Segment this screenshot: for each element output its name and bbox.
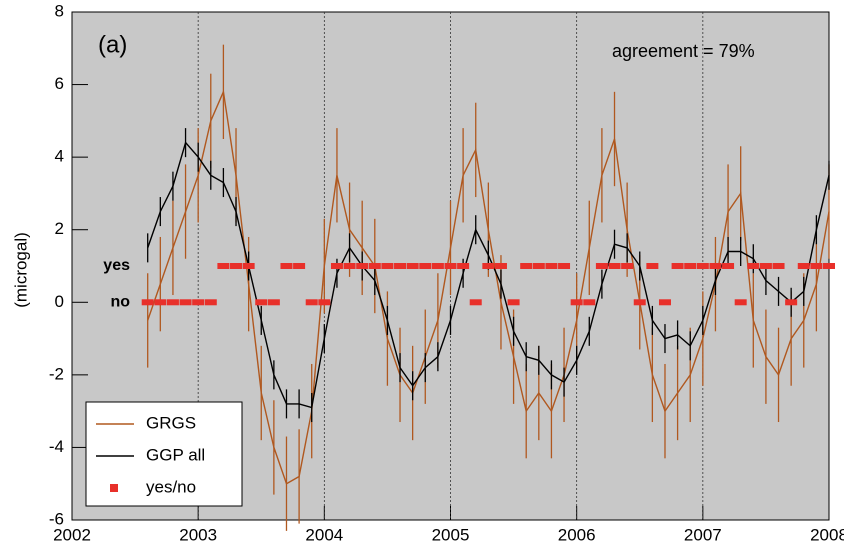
state-marker: [734, 299, 747, 306]
y-tick-label: 6: [55, 74, 64, 93]
state-marker: [406, 263, 419, 269]
state-marker: [457, 263, 470, 269]
state-marker: [621, 263, 634, 269]
x-tick-label: 2008: [810, 525, 844, 544]
state-marker: [255, 299, 268, 306]
state-marker: [179, 299, 192, 306]
state-marker: [394, 263, 407, 269]
y-tick-label: 4: [55, 147, 64, 166]
state-marker: [204, 299, 217, 306]
state-marker: [696, 263, 709, 269]
y-tick-label: 2: [55, 219, 64, 238]
y-tick-label: 0: [55, 292, 64, 311]
x-tick-label: 2002: [53, 525, 91, 544]
legend-label: GGP all: [146, 445, 205, 464]
state-marker: [469, 299, 482, 306]
state-marker: [230, 263, 243, 269]
annotation: agreement = 79%: [612, 41, 755, 61]
state-marker: [684, 263, 697, 269]
state-marker: [267, 299, 280, 306]
state-marker: [759, 263, 772, 269]
state-label: yes: [103, 257, 130, 274]
y-axis-label: (microgal): [11, 232, 30, 308]
state-marker: [419, 263, 432, 269]
state-marker: [217, 263, 230, 269]
state-marker: [293, 263, 306, 269]
state-marker: [772, 263, 785, 269]
state-marker: [520, 263, 533, 269]
state-marker: [570, 299, 583, 306]
state-marker: [192, 299, 205, 306]
state-marker: [431, 263, 444, 269]
state-marker: [242, 263, 255, 269]
state-marker: [646, 263, 659, 269]
x-tick-label: 2003: [179, 525, 217, 544]
state-marker: [709, 263, 722, 269]
state-marker: [785, 299, 798, 306]
state-marker: [368, 263, 381, 269]
state-marker: [330, 263, 343, 269]
x-tick-label: 2006: [558, 525, 596, 544]
series-line: [147, 141, 830, 409]
state-marker: [141, 299, 154, 306]
state-marker: [166, 299, 179, 306]
state-marker: [823, 263, 835, 269]
state-marker: [558, 263, 571, 269]
state-marker: [318, 299, 331, 306]
legend-symbol: [110, 484, 118, 492]
state-marker: [658, 299, 671, 306]
x-tick-label: 2004: [305, 525, 343, 544]
state-marker: [494, 263, 507, 269]
state-marker: [583, 299, 596, 306]
y-tick-label: -4: [49, 437, 64, 456]
state-marker: [305, 299, 318, 306]
state-marker: [381, 263, 394, 269]
legend-label: GRGS: [146, 413, 196, 432]
state-marker: [810, 263, 823, 269]
y-tick-label: -2: [49, 364, 64, 383]
state-marker: [797, 263, 810, 269]
state-marker: [595, 263, 608, 269]
state-marker: [343, 263, 356, 269]
legend: GRGS GGP all yes/no: [85, 401, 243, 507]
x-tick-label: 2007: [684, 525, 722, 544]
state-marker: [747, 263, 760, 269]
legend-label: yes/no: [146, 477, 196, 496]
state-marker: [545, 263, 558, 269]
y-tick-label: 8: [55, 1, 64, 20]
state-marker: [154, 299, 167, 306]
state-marker: [482, 263, 495, 269]
state-marker: [608, 263, 621, 269]
panel-label: (a): [98, 31, 127, 58]
state-marker: [532, 263, 545, 269]
state-marker: [280, 263, 293, 269]
y-tick-label: -6: [49, 509, 64, 528]
state-marker: [722, 263, 735, 269]
state-label: no: [110, 294, 130, 311]
x-tick-label: 2005: [432, 525, 470, 544]
state-marker: [633, 299, 646, 306]
state-marker: [444, 263, 457, 269]
state-marker: [671, 263, 684, 269]
state-marker: [507, 299, 520, 306]
state-marker: [356, 263, 369, 269]
